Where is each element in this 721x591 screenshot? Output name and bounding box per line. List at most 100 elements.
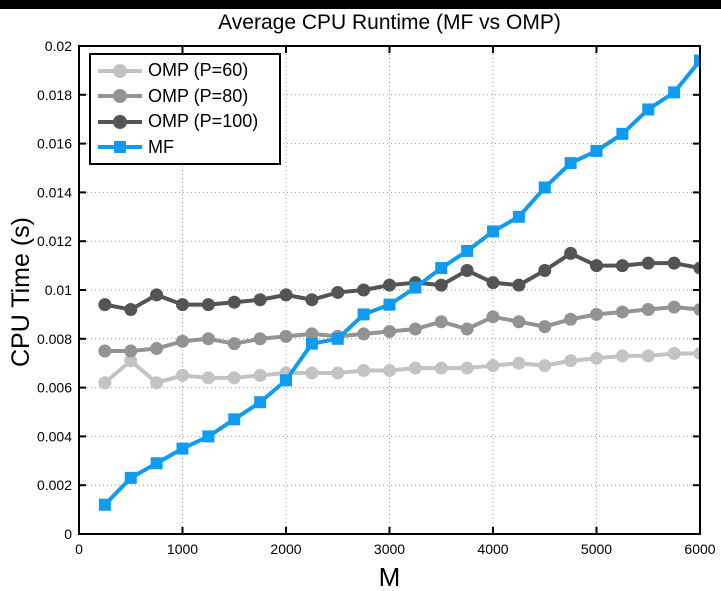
data-point-circle <box>150 376 164 390</box>
data-point-circle <box>253 293 267 307</box>
y-tick-label: 0.01 <box>45 282 72 298</box>
data-point-circle <box>124 354 138 368</box>
data-point-circle <box>383 324 396 338</box>
legend-line-sample-icon <box>98 140 142 154</box>
data-point-circle <box>305 293 319 307</box>
data-point-circle <box>590 259 603 273</box>
legend-entry-mf: MF <box>98 135 279 160</box>
data-point-circle <box>460 263 474 277</box>
data-point-square <box>461 244 474 257</box>
data-point-circle <box>357 283 371 297</box>
data-point-circle <box>486 359 500 373</box>
data-point-circle <box>98 298 112 312</box>
data-point-circle <box>538 263 552 277</box>
data-point-square <box>383 298 396 311</box>
legend-label: OMP (P=60) <box>148 60 249 81</box>
data-point-square <box>98 498 111 511</box>
data-point-square <box>305 337 318 350</box>
data-point-circle <box>564 246 578 260</box>
data-point-circle <box>150 342 164 356</box>
data-point-circle <box>408 322 422 336</box>
y-tick-label: 0.016 <box>37 136 72 152</box>
x-tick-label: 3000 <box>374 541 405 557</box>
data-point-circle <box>201 298 215 312</box>
top-border-bar <box>0 0 721 9</box>
data-point-circle <box>538 320 552 334</box>
data-point-circle <box>512 356 526 370</box>
x-tick-label: 5000 <box>581 541 612 557</box>
data-point-square <box>642 103 655 116</box>
data-point-circle <box>590 307 603 321</box>
chart-title: Average CPU Runtime (MF vs OMP) <box>218 11 561 34</box>
data-point-circle <box>641 349 655 363</box>
x-tick-label: 2000 <box>270 541 301 557</box>
data-point-circle <box>176 334 189 348</box>
data-point-circle <box>253 332 267 346</box>
data-point-square <box>150 457 163 470</box>
data-point-square <box>280 374 292 387</box>
data-point-circle <box>176 298 189 312</box>
data-point-circle <box>408 361 422 375</box>
data-point-circle <box>279 329 293 343</box>
legend-line-sample-icon <box>98 63 142 78</box>
data-point-circle <box>486 310 500 324</box>
square-marker-icon <box>114 141 126 154</box>
data-point-circle <box>150 288 164 302</box>
data-point-circle <box>253 368 267 382</box>
data-point-circle <box>305 366 319 380</box>
x-tick-label: 6000 <box>684 541 715 557</box>
series-line <box>103 351 700 385</box>
data-point-circle <box>538 359 552 373</box>
data-point-square <box>357 308 370 321</box>
data-point-circle <box>590 351 603 365</box>
data-point-circle <box>460 361 474 375</box>
data-point-circle <box>331 285 345 299</box>
circle-marker-icon <box>113 89 127 104</box>
legend-entry-omp-p60: OMP (P=60) <box>98 58 279 83</box>
data-point-circle <box>383 364 396 378</box>
data-point-circle <box>615 259 629 273</box>
x-tick-label: 4000 <box>477 541 508 557</box>
data-point-circle <box>512 278 526 292</box>
data-point-circle <box>201 332 215 346</box>
x-tick-label: 0 <box>75 541 83 557</box>
y-tick-label: 0.018 <box>37 87 72 103</box>
data-point-circle <box>486 276 500 290</box>
data-point-circle <box>434 361 448 375</box>
data-point-circle <box>98 344 112 358</box>
data-point-square <box>228 413 241 426</box>
legend-line-sample-icon <box>98 114 142 129</box>
data-point-circle <box>227 295 241 309</box>
axes-border <box>78 45 701 535</box>
legend-label: MF <box>148 136 174 157</box>
data-point-square <box>616 127 629 140</box>
data-point-circle <box>667 300 681 314</box>
data-point-circle <box>176 368 189 382</box>
data-point-square <box>331 332 344 345</box>
data-point-square <box>668 86 681 99</box>
x-axis-label: M <box>378 562 401 591</box>
data-point-square <box>694 54 700 67</box>
data-point-circle <box>641 256 655 270</box>
data-point-circle <box>434 315 448 329</box>
data-point-square <box>435 262 448 275</box>
y-tick-label: 0.006 <box>37 380 72 396</box>
data-point-circle <box>434 278 448 292</box>
data-point-circle <box>331 366 345 380</box>
data-point-circle <box>564 354 578 368</box>
data-point-circle <box>201 371 215 385</box>
series-line <box>104 305 700 353</box>
y-tick-label: 0.012 <box>37 233 72 249</box>
data-point-circle <box>357 327 371 341</box>
data-point-circle <box>383 278 396 292</box>
data-point-circle <box>564 312 578 326</box>
series-group <box>98 54 700 511</box>
legend-label: OMP (P=80) <box>148 85 249 106</box>
y-tick-label: 0.008 <box>37 331 72 347</box>
data-point-square <box>124 471 137 484</box>
data-point-circle <box>460 322 474 336</box>
legend-label: OMP (P=100) <box>148 111 259 132</box>
data-point-circle <box>615 349 629 363</box>
data-point-circle <box>279 288 293 302</box>
y-tick-label: 0.014 <box>37 184 72 200</box>
